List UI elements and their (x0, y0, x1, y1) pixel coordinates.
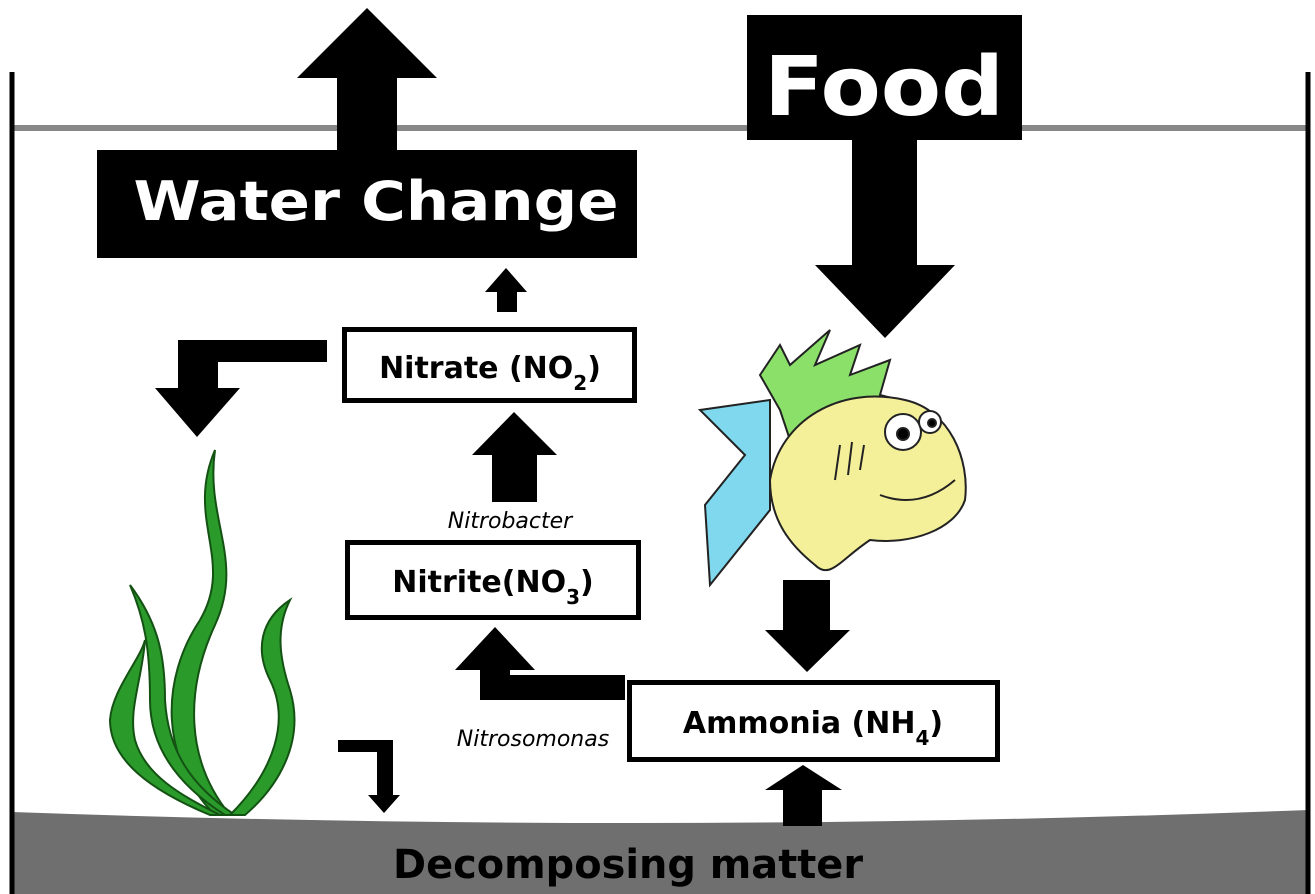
bacteria-label: Nitrosomonas (457, 727, 609, 752)
nitrite-text: Nitrite(NO (392, 565, 566, 600)
nitrogen-cycle-diagram: Water Change Food Nitrate (NO2) Nitrobac… (0, 0, 1315, 894)
nitrite-suffix: ) (580, 565, 594, 600)
nitrate-text: Nitrate (NO (379, 351, 573, 386)
page: {"food": {"label": "Food"}, "water_chang… (0, 0, 1315, 894)
bacteria-label: Nitrobacter (448, 509, 574, 534)
food-label: Food (764, 40, 1004, 135)
decomposing-label: Decomposing matter (393, 842, 863, 888)
ammonia-text: Ammonia (NH (683, 706, 916, 741)
ammonia-suffix: ) (929, 706, 943, 741)
fish-pupil (897, 428, 909, 440)
nitrite-subscript: 3 (566, 585, 580, 609)
nitrate-suffix: ) (587, 351, 601, 386)
fish-pupil (928, 419, 936, 427)
ammonia-subscript: 4 (915, 726, 929, 750)
nitrate-subscript: 2 (573, 371, 587, 395)
water-change-label: Water Change (134, 170, 619, 233)
